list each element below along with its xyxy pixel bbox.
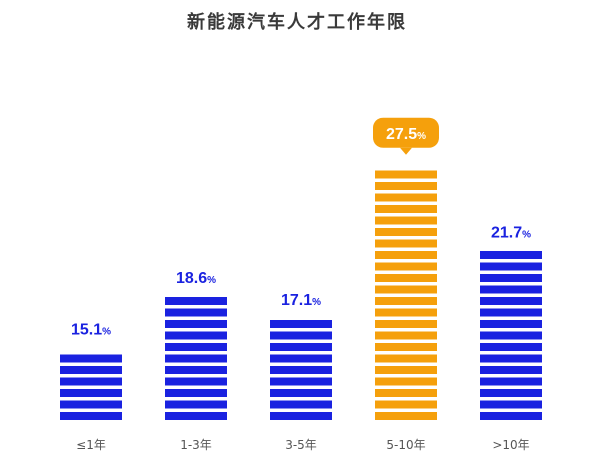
bar-stripe — [375, 239, 437, 248]
bar-stripe — [375, 170, 437, 179]
bar-stripe — [375, 205, 437, 213]
bar-stripe — [480, 343, 542, 351]
data-label-number: 15.1 — [71, 322, 102, 339]
category-label: 1-3年 — [180, 438, 212, 452]
labels-layer: 15.1% ≤1年 18.6% 1-3年 17.1% 3-5年 27.5% 5-10年 21.7… — [71, 117, 531, 452]
bar-stripe — [60, 412, 122, 420]
bar-stripe — [375, 308, 437, 317]
data-label-unit: % — [417, 131, 426, 142]
bar-stripe — [480, 366, 542, 374]
data-label-unit: % — [522, 229, 531, 240]
bar-stripe — [480, 285, 542, 294]
category-label: 5-10年 — [386, 438, 425, 452]
category-label: >10年 — [492, 438, 529, 452]
bar-stripe — [165, 331, 227, 340]
bar-stripe — [480, 274, 542, 282]
bar-stripe — [165, 412, 227, 420]
bar-stripe — [375, 377, 437, 386]
bar-stripe — [60, 377, 122, 386]
bar-stripe — [480, 354, 542, 363]
bar-stripe — [480, 389, 542, 397]
highlight-callout: 27.5% — [373, 117, 439, 155]
bar-stripe — [270, 366, 332, 374]
bar-stripe — [375, 331, 437, 340]
bar — [60, 354, 122, 420]
bar-stripe — [270, 400, 332, 409]
bar-stripe — [375, 251, 437, 259]
data-label-unit: % — [312, 297, 321, 308]
data-label-number: 27.5 — [386, 126, 417, 143]
bar-stripe — [375, 354, 437, 363]
bar-stripe — [375, 193, 437, 202]
bar-stripe — [270, 354, 332, 363]
bar-stripe — [270, 389, 332, 397]
bar-stripe — [270, 343, 332, 351]
bar-stripe — [480, 400, 542, 409]
data-label: 21.7% — [491, 224, 531, 241]
bar-stripe — [165, 400, 227, 409]
data-label: 27.5% — [386, 126, 426, 143]
data-label-number: 17.1 — [281, 292, 312, 309]
bar — [375, 170, 437, 420]
data-label-unit: % — [207, 275, 216, 286]
data-label: 18.6% — [176, 270, 216, 287]
category-label: 3-5年 — [285, 438, 317, 452]
bar-stripe — [60, 354, 122, 363]
bar-stripe — [60, 366, 122, 374]
data-label: 17.1% — [281, 292, 321, 309]
bar-stripe — [60, 389, 122, 397]
bar — [165, 297, 227, 420]
bar-stripe — [270, 320, 332, 328]
bar-stripe — [375, 297, 437, 305]
bar-stripe — [165, 389, 227, 397]
bar-stripe — [480, 412, 542, 420]
data-label-unit: % — [102, 327, 111, 338]
bar-stripe — [165, 366, 227, 374]
bar-stripe — [480, 251, 542, 259]
bar-stripe — [375, 262, 437, 271]
bar-stripe — [165, 320, 227, 328]
bar-stripe — [165, 308, 227, 317]
bar-stripe — [375, 274, 437, 282]
bar-stripe — [375, 389, 437, 397]
bar-stripe — [165, 343, 227, 351]
bar-stripe — [375, 182, 437, 190]
bar-stripe — [270, 331, 332, 340]
bar-stripe — [270, 377, 332, 386]
bar-stripe — [375, 228, 437, 236]
bar-stripe — [165, 354, 227, 363]
data-label: 15.1% — [71, 322, 111, 339]
data-label-number: 21.7 — [491, 224, 522, 241]
callout-box — [373, 117, 439, 148]
chart-title: 新能源汽车人才工作年限 — [187, 12, 407, 33]
bar — [480, 251, 542, 420]
bar-stripe — [375, 216, 437, 225]
bar-stripe — [165, 377, 227, 386]
bar-stripe — [375, 285, 437, 294]
callout-pointer — [400, 147, 412, 155]
bars-layer — [60, 170, 542, 420]
bar-stripe — [480, 377, 542, 386]
category-label: ≤1年 — [76, 438, 106, 452]
bar-stripe — [375, 320, 437, 328]
bar-stripe — [375, 412, 437, 420]
bar — [270, 320, 332, 420]
bar-stripe — [480, 297, 542, 305]
bar-stripe — [375, 400, 437, 409]
data-label-number: 18.6 — [176, 270, 207, 287]
bar-stripe — [165, 297, 227, 305]
bar-stripe — [480, 262, 542, 271]
bar-stripe — [480, 320, 542, 328]
bar-stripe — [480, 308, 542, 317]
bar-stripe — [270, 412, 332, 420]
bar-stripe — [375, 343, 437, 351]
bar-stripe — [60, 400, 122, 409]
bar-stripe — [480, 331, 542, 340]
bar-stripe — [375, 366, 437, 374]
